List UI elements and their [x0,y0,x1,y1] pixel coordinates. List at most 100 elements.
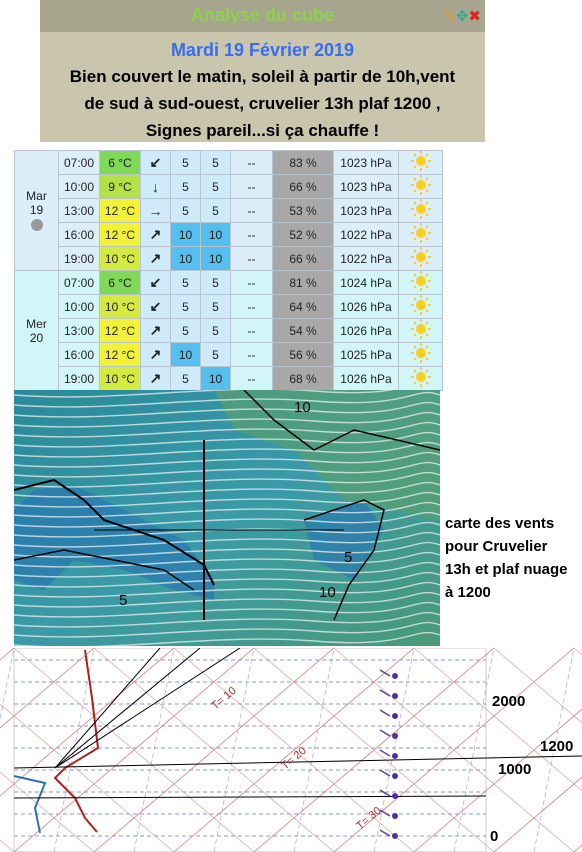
sounding-grid [0,648,582,852]
contour-label: 10 [319,584,336,601]
precipitation: -- [230,198,273,223]
weather-icon [398,342,443,367]
streamline [14,581,440,598]
text-line: de sud à sud-ouest, cruvelier 13h plaf 1… [84,94,441,113]
streamline [14,621,440,638]
tools[interactable]: ✎✥✖ [443,8,481,25]
day-cell: Mar 19 [14,150,59,271]
streamline [14,421,440,438]
wind-speed: 10 [170,342,201,367]
humidity: 54 % [272,318,334,343]
streamline [14,611,440,628]
temperature: 10 °C [99,246,141,271]
dry-adiabat [0,839,15,852]
table-row: 13:00 12 °C ↗ 5 5 -- 54 % 1026 hPa [15,318,443,343]
table-row: 19:00 10 °C ↗ 10 10 -- 66 % 1022 hPa [15,246,443,271]
humidity: 81 % [272,270,334,295]
title-bar [40,0,485,32]
weather-icon [398,246,443,271]
streamline [14,411,440,428]
dry-adiabat [573,648,582,656]
wind-speed: 10 [170,222,201,247]
time: 19:00 [58,366,100,391]
wind-gust: 5 [200,342,231,367]
coast [14,549,195,591]
sea [14,485,214,600]
wind-dot [392,833,398,839]
sun-icon [410,199,431,219]
wind-gust: 10 [200,246,231,271]
dry-adiabat [493,648,582,724]
pressure: 1026 hPa [333,366,399,391]
wind-gust: 10 [200,222,231,247]
wind-dot [392,753,398,759]
panel-title: Analyse du cube [190,5,335,25]
sun-icon [410,271,431,291]
weather-icon [398,318,443,343]
wind-direction: ↗ [140,222,171,247]
table-row: 16:00 12 °C ↗ 10 5 -- 56 % 1025 hPa [15,342,443,367]
contour-label: 5 [344,549,352,566]
precipitation: -- [230,222,273,247]
day-label: Mar [26,188,47,203]
table-row: 13:00 12 °C → 5 5 -- 53 % 1023 hPa [15,198,443,223]
time: 13:00 [58,198,100,223]
streamline [14,601,440,618]
wind-gust: 5 [200,198,231,223]
precipitation: -- [230,246,273,271]
sun-icon [410,175,431,195]
sun-icon [410,223,431,243]
weather-icon [398,270,443,295]
humidity: 52 % [272,222,334,247]
humidity: 64 % [272,294,334,319]
streamline [14,391,440,408]
time: 19:00 [58,246,100,271]
mixing-line [373,648,415,852]
guide-line [485,755,582,759]
wind-speed: 5 [170,198,201,223]
mixing-line [213,648,255,852]
pressure: 1022 hPa [333,222,399,247]
level-label: 0 [490,828,498,845]
level-label: 1000 [498,761,531,778]
sun-icon [410,295,431,315]
wind-dot [392,813,398,819]
time: 16:00 [58,222,100,247]
humidity: 53 % [272,198,334,223]
table-row: Mar 19 07:00 6 °C ↙ 5 5 -- 83 % 1023 hPa [14,150,443,271]
caption: pour Cruvelier [445,538,548,555]
table-row: Mer 20 07:00 6 °C ↙ 5 5 -- 81 % 1024 hPa [14,270,443,391]
forecast-table: Mar 19 07:00 6 °C ↙ 5 5 -- 83 % 1023 hPa 10:00 9 °C… [14,150,443,391]
sun-icon [410,319,431,339]
sun-icon [410,247,431,267]
temperature: 12 °C [99,342,141,367]
time: 07:00 [58,270,100,295]
streamline [14,571,440,588]
wind-barb [379,769,391,777]
table-row: 16:00 12 °C ↗ 10 10 -- 52 % 1022 hPa [15,222,443,247]
wind-barb [379,789,391,797]
sun-icon [410,343,431,363]
humidity: 56 % [272,342,334,367]
streamline [14,501,440,518]
time: 13:00 [58,318,100,343]
precipitation: -- [230,318,273,343]
guide-line [54,648,241,769]
guide-line [13,757,487,769]
wind-speed: 5 [170,366,201,391]
weather-icon [398,174,443,199]
date: Mardi 19 Février 2019 [170,40,355,60]
temperature: 12 °C [99,318,141,343]
wind-gust: 5 [200,318,231,343]
temperature: 12 °C [99,198,141,223]
time: 16:00 [58,342,100,367]
time: 10:00 [58,294,100,319]
wind-speed: 5 [170,294,201,319]
streamline [14,591,440,608]
streamline [14,551,440,568]
time: 07:00 [58,150,100,175]
pressure: 1023 hPa [333,150,399,175]
level-label: 2000 [492,693,525,710]
streamline [14,461,440,478]
